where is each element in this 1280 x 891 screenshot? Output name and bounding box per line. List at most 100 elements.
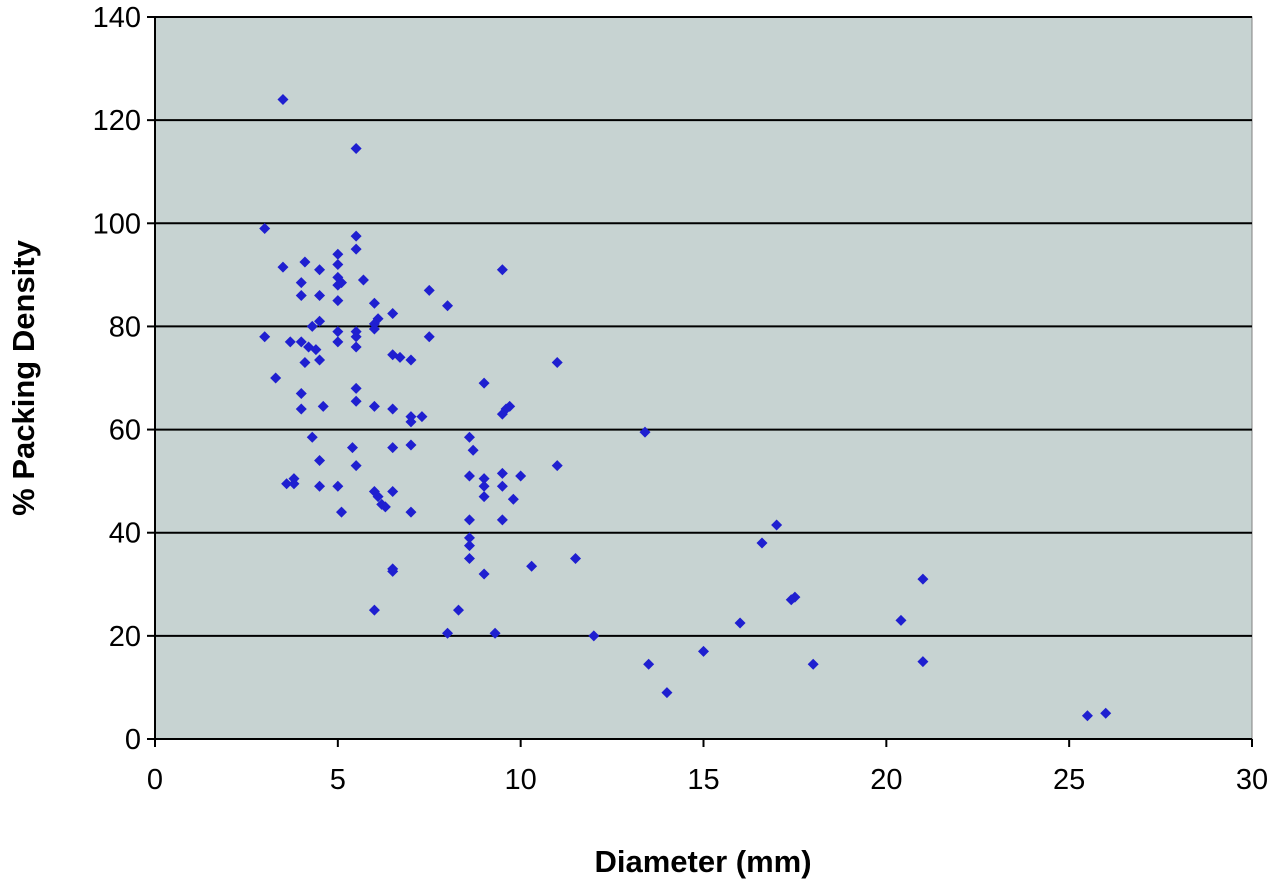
tick-labels: 0 20 40 60 80 100 120 140 0 5 10 15 20 25 30 <box>93 2 1269 796</box>
data-point <box>350 341 362 353</box>
data-point <box>372 491 384 503</box>
data-point <box>467 444 479 456</box>
data-point <box>588 630 600 642</box>
data-point <box>357 274 369 286</box>
data-point <box>350 395 362 407</box>
y-tick-label: 140 <box>93 2 141 34</box>
data-point <box>314 354 326 366</box>
data-point <box>496 264 508 276</box>
data-point <box>639 426 651 438</box>
data-point <box>463 540 475 552</box>
data-point <box>314 289 326 301</box>
data-point <box>507 493 519 505</box>
data-point <box>295 387 307 399</box>
x-tick-label: 10 <box>505 764 537 796</box>
data-point <box>496 480 508 492</box>
data-point <box>295 336 307 348</box>
data-point <box>350 143 362 155</box>
data-point <box>350 230 362 242</box>
data-point <box>350 382 362 394</box>
data-point <box>496 467 508 479</box>
data-point <box>335 506 347 518</box>
data-point <box>314 455 326 467</box>
data-point <box>496 514 508 526</box>
data-point <box>478 491 490 503</box>
data-point <box>570 553 582 564</box>
data-point <box>314 480 326 492</box>
data-point <box>405 439 417 451</box>
data-point <box>463 553 475 564</box>
data-point <box>423 284 435 296</box>
data-point <box>387 308 399 320</box>
data-point <box>288 478 300 490</box>
data-point <box>463 532 475 544</box>
data-point <box>785 594 797 606</box>
data-point <box>478 377 490 389</box>
x-axis-title: Diameter (mm) <box>594 844 811 879</box>
data-point <box>277 261 289 273</box>
data-point <box>379 501 391 513</box>
data-point <box>306 431 318 443</box>
y-tick-label: 120 <box>93 105 141 137</box>
data-point <box>496 408 508 420</box>
x-tick-label: 25 <box>1053 764 1085 796</box>
data-point <box>299 256 311 268</box>
data-point <box>698 645 709 657</box>
data-point <box>295 289 307 301</box>
data-point <box>317 400 329 412</box>
data-point <box>394 351 406 363</box>
x-tick-label: 30 <box>1236 764 1268 796</box>
data-point <box>350 460 362 472</box>
data-point <box>643 658 655 670</box>
data-point <box>405 416 417 428</box>
data-point <box>368 604 380 616</box>
plot-area <box>154 16 1253 740</box>
data-point <box>478 568 490 580</box>
data-point <box>314 264 326 276</box>
data-point <box>332 248 344 260</box>
data-point <box>335 277 347 289</box>
data-point <box>416 411 428 423</box>
data-point <box>1100 707 1112 719</box>
data-point <box>387 403 399 415</box>
data-point <box>463 431 475 443</box>
y-tick-label: 100 <box>93 208 141 240</box>
y-tick-label: 40 <box>109 518 141 550</box>
data-point <box>1081 710 1093 722</box>
data-point <box>895 614 907 626</box>
data-point <box>551 460 563 472</box>
x-tick-label: 0 <box>147 764 163 796</box>
data-point <box>350 243 362 255</box>
data-point <box>306 320 318 332</box>
data-point <box>259 331 271 343</box>
data-point <box>350 331 362 343</box>
data-point <box>332 259 344 271</box>
data-point <box>756 537 768 549</box>
data-point <box>463 514 475 526</box>
data-point <box>917 573 929 585</box>
data-point <box>387 485 399 497</box>
data-point <box>368 323 380 335</box>
data-point <box>299 357 311 369</box>
data-point <box>332 295 344 307</box>
x-tick-label: 15 <box>687 764 719 796</box>
data-point <box>332 480 344 492</box>
data-point <box>281 478 293 490</box>
data-point <box>332 336 344 348</box>
y-axis-title: % Packing Density <box>6 239 41 515</box>
data-points <box>259 94 1112 722</box>
y-tick-label: 20 <box>109 621 141 653</box>
data-point <box>259 222 271 234</box>
data-point <box>734 617 746 629</box>
data-point <box>463 470 475 482</box>
data-point <box>442 300 454 312</box>
data-point <box>314 315 326 327</box>
data-point <box>807 658 819 670</box>
data-point <box>453 604 465 616</box>
data-point <box>489 627 501 639</box>
y-tick-label: 80 <box>109 311 141 343</box>
data-point <box>478 473 490 485</box>
data-point <box>771 519 783 531</box>
y-tick-label: 60 <box>109 415 141 447</box>
